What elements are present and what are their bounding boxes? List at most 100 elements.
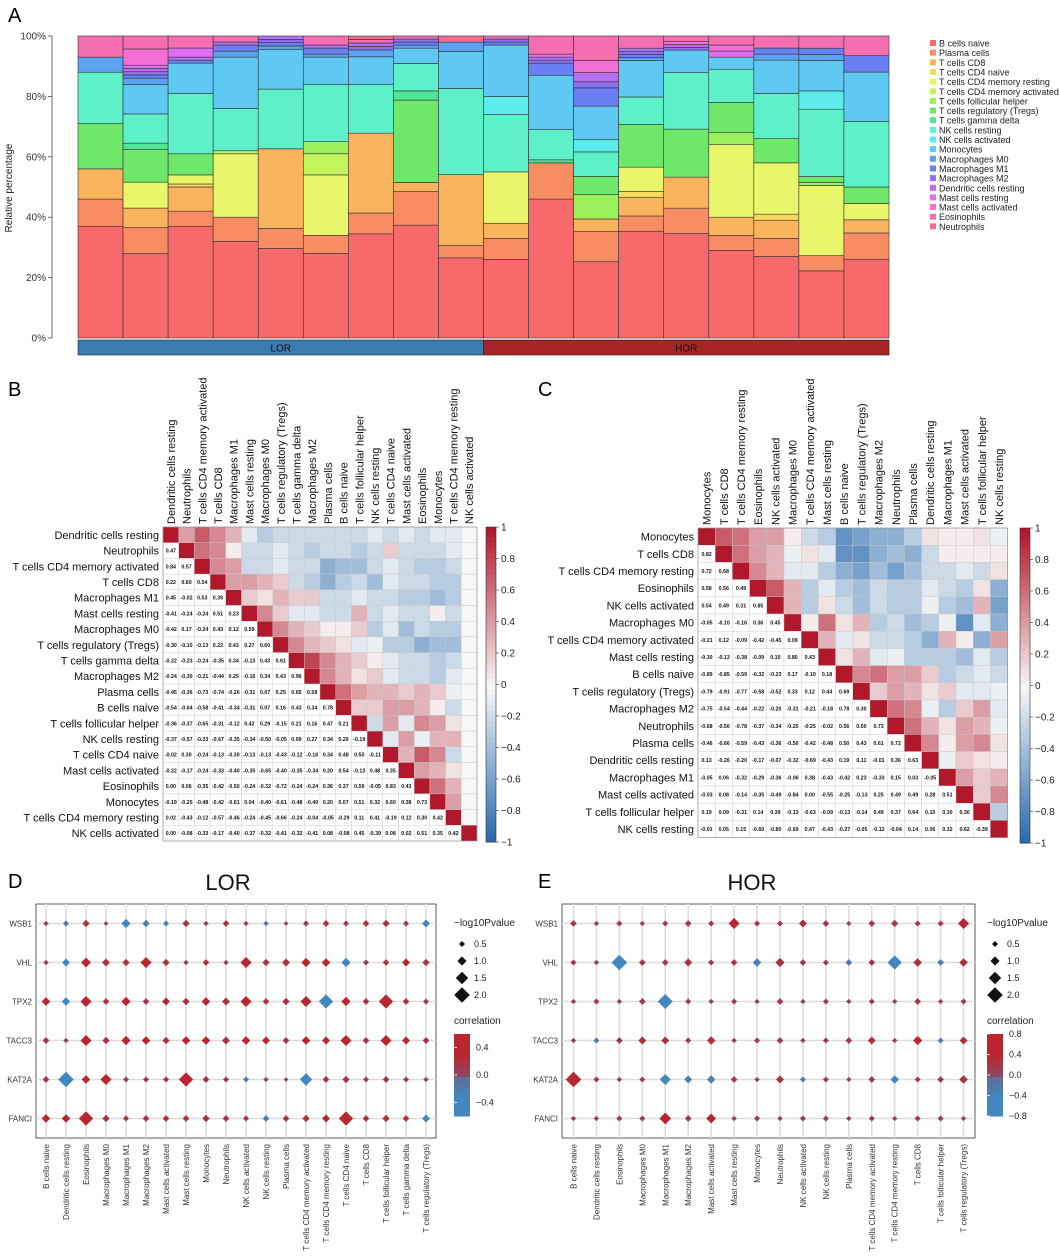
heatmap-cell [835, 562, 853, 580]
heatmap-value: -0.40 [259, 800, 271, 806]
heatmap-cell [288, 558, 305, 575]
heatmap-column-label: NK cells resting [370, 448, 382, 524]
legend-label: T cells follicular helper [939, 96, 1028, 106]
heatmap-cell [869, 631, 888, 649]
heatmap-value: -0.21 [804, 707, 816, 713]
legend-label: Macrophages M1 [939, 164, 1009, 174]
heatmap-cell [366, 715, 384, 732]
heatmap-value: -0.24 [290, 784, 302, 790]
dotplot-point [868, 959, 876, 966]
heatmap-value: -0.43 [821, 827, 833, 833]
color-legend-step [987, 1066, 1003, 1070]
size-legend-label: 2.0 [474, 990, 487, 1000]
heatmap-cell [801, 596, 819, 615]
color-legend-step [987, 1105, 1003, 1109]
heatmap-cell [414, 762, 431, 779]
heatmap-value: -0.85 [718, 672, 730, 678]
dotplot-point [708, 920, 715, 927]
heatmap-row-label: NK cells activated [72, 828, 159, 840]
heatmap-cell [319, 652, 336, 669]
dotplot-point [58, 1071, 74, 1088]
color-legend-step [454, 1034, 470, 1037]
bar-segment [708, 56, 755, 70]
heatmap-value: -0.26 [718, 758, 730, 764]
dotplot-point [937, 1076, 944, 1083]
heatmap-cell [429, 746, 446, 763]
heatmap-value: -0.29 [752, 775, 764, 781]
heatmap-cell [304, 589, 321, 606]
heatmap-value: -0.43 [821, 775, 833, 781]
heatmap-cell [225, 542, 242, 559]
legend-swatch [930, 136, 936, 143]
heatmap-value: -0.22 [752, 707, 764, 713]
colorbar-step [1020, 596, 1030, 602]
heatmap-cell [904, 562, 922, 580]
color-legend-step [454, 1036, 470, 1039]
dotplot-point [570, 959, 577, 966]
heatmap-value: 0.25 [873, 793, 883, 799]
panel-b-heatmap-lor: B Dendritic cells resting Neutrophils T ce… [8, 377, 521, 848]
color-legend-step [987, 1064, 1003, 1068]
dotplot-point [163, 920, 169, 927]
heatmap-row-label: T cells CD4 memory resting [559, 566, 695, 578]
dotplot-point [362, 998, 370, 1005]
dotplot-point [341, 996, 351, 1007]
colorbar-step [1020, 811, 1030, 818]
bar-segment [302, 53, 349, 58]
bar-segment [302, 56, 349, 85]
dotplot-point [423, 998, 429, 1005]
bar-segment [753, 47, 800, 55]
heatmap-cell [955, 751, 974, 769]
dotplot-point [121, 1035, 131, 1046]
heatmap-cell [938, 527, 957, 546]
heatmap-cell [921, 699, 939, 718]
bar-segment [843, 186, 890, 204]
heatmap-diagonal-cell [225, 589, 242, 606]
heatmap-value: -0.35 [196, 784, 208, 790]
bar-segment [618, 230, 665, 339]
heatmap-cell [904, 613, 922, 632]
heatmap-value: 0.43 [260, 658, 270, 664]
heatmap-row-label: Mast cells resting [609, 652, 694, 664]
heatmap-cell [921, 527, 939, 546]
bar-segment [167, 62, 214, 94]
heatmap-diagonal-cell [194, 558, 211, 575]
dotplot-point [178, 1072, 194, 1087]
heatmap-cell [366, 699, 384, 716]
heatmap-cell [304, 652, 321, 669]
dotplot-cell-label: Macrophages M0 [638, 1143, 647, 1205]
heatmap-value: -0.16 [735, 621, 747, 627]
heatmap-value: 0.58 [701, 586, 711, 592]
colorbar-step [1020, 627, 1030, 634]
colorbar-step [1020, 748, 1030, 755]
heatmap-value: 0.27 [307, 737, 317, 743]
heatmap-value: 0.13 [701, 758, 711, 764]
dotplot-cell-label: Macrophages M1 [122, 1143, 131, 1205]
heatmap-cell [955, 596, 974, 615]
heatmap-value: 0.19 [701, 810, 711, 816]
colorbar-step [1020, 780, 1030, 786]
bar-segment [618, 124, 665, 168]
heatmap-value: -0.13 [243, 658, 255, 664]
heatmap-cell [921, 682, 939, 701]
color-legend-step [454, 1040, 470, 1043]
dotplot-point [914, 1115, 921, 1122]
bar-segment [122, 227, 169, 254]
colorbar-step [486, 695, 496, 701]
heatmap-cell [921, 717, 939, 735]
heatmap-diagonal-cell [990, 820, 1008, 838]
heatmap-value: 0.17 [787, 672, 797, 678]
dotplot-point [706, 1075, 716, 1084]
heatmap-cell [257, 573, 274, 590]
legend-swatch [930, 184, 936, 191]
colorbar-step [486, 747, 496, 754]
heatmap-row-label: T cells regulatory (Tregs) [37, 640, 159, 652]
heatmap-value: 0.43 [213, 627, 223, 633]
dotplot-point [638, 959, 646, 966]
colorbar-step [486, 558, 496, 565]
heatmap-value: -0.13 [787, 810, 799, 816]
dotplot-gene-label: TACC3 [6, 1037, 32, 1046]
heatmap-cell [955, 613, 974, 632]
heatmap-cell [973, 648, 991, 666]
legend-swatch [930, 146, 936, 153]
